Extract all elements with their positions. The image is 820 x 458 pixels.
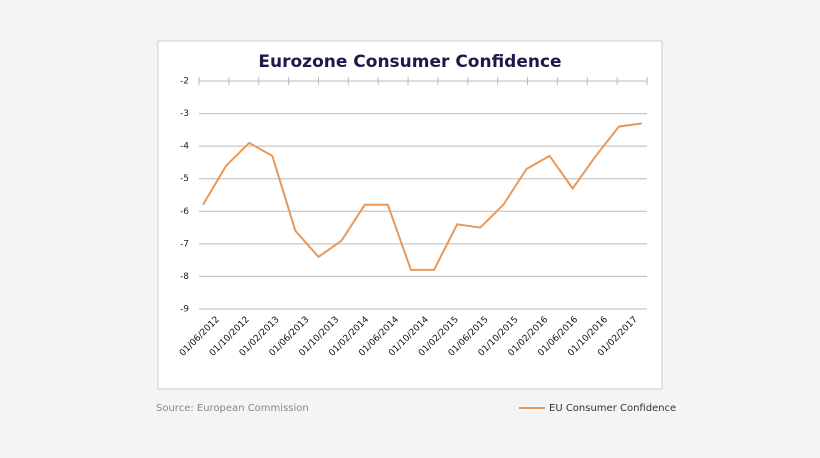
source: Source: European Commission [156,403,309,414]
line [202,122,643,271]
y-tick-label: -8 [180,272,189,282]
chart-title: Eurozone Consumer Confidence [258,52,561,72]
y-tick-label: -9 [180,305,189,315]
y-tick-label: -4 [180,142,189,152]
y-tick-label: -2 [180,77,189,87]
y-tick-label: -5 [180,174,189,184]
y-tick-label: -7 [180,239,189,249]
y-tick-label: -3 [180,109,189,119]
legend-label: EU Consumer Confidence [549,403,676,414]
chart-frame [157,40,663,390]
y-tick-label: -6 [180,207,189,217]
